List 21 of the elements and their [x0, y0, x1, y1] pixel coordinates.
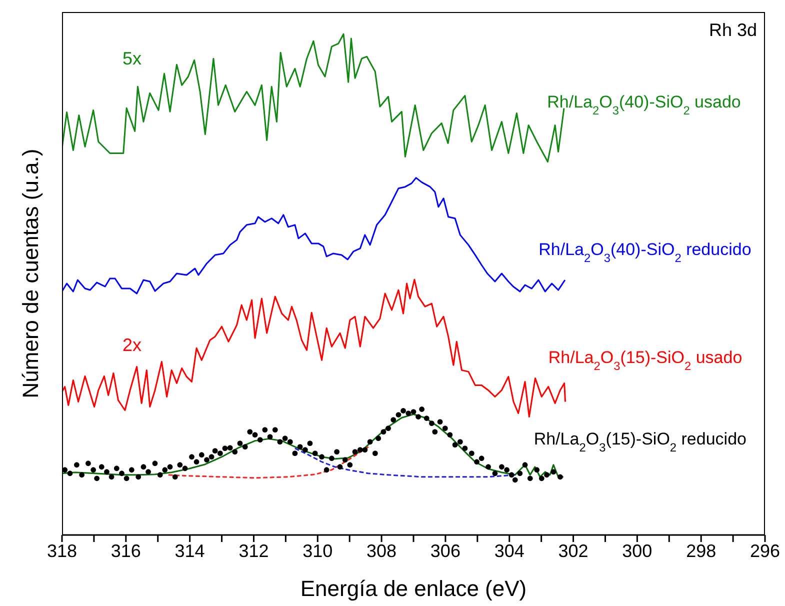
x-axis-title: Energía de enlace (eV) — [300, 576, 527, 601]
annotation: Rh 3d — [708, 20, 757, 40]
x-tick-label: 308 — [366, 540, 397, 561]
x-tick-label: 298 — [686, 540, 716, 561]
x-tick-label: 300 — [622, 540, 652, 561]
series-label: Rh/La$_{2}$O$_{3}$(15)-SiO$_{2}$ reducido — [534, 429, 746, 454]
x-tick-label: 296 — [750, 540, 780, 561]
x-tick-label: 310 — [302, 540, 333, 561]
x-tick-label: 314 — [174, 540, 205, 561]
annotation: 2x — [122, 335, 142, 356]
series-label: Rh/La$_{2}$O$_{3}$(40)-SiO$_{2}$ usado — [547, 92, 741, 118]
annotation: 5x — [122, 48, 142, 69]
x-tick-label: 316 — [110, 540, 141, 561]
x-tick-label: 318 — [46, 540, 78, 561]
x-tick-label: 304 — [494, 540, 524, 561]
x-tick-label: 302 — [558, 540, 588, 561]
x-tick-label: 306 — [430, 540, 460, 561]
y-axis-title: Número de cuentas (u.a.) — [18, 148, 42, 398]
series-label: Rh/La$_{2}$O$_{3}$(15)-SiO$_{2}$ usado — [548, 348, 742, 374]
series-label: Rh/La$_{2}$O$_{3}$(40)-SiO$_{2}$ reducido — [538, 240, 752, 266]
x-tick-label: 312 — [238, 540, 269, 561]
